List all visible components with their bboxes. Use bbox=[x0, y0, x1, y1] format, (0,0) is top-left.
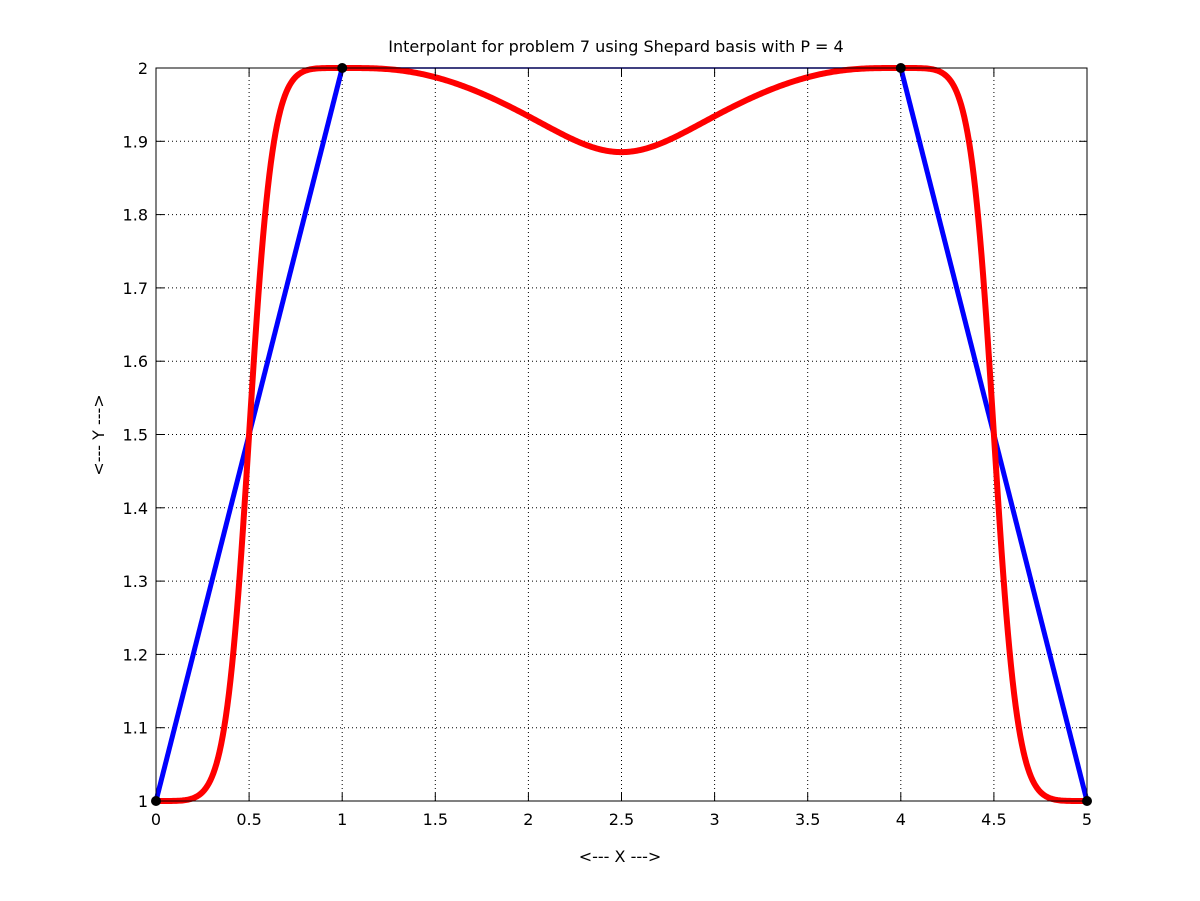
y-tick-label: 1.3 bbox=[123, 572, 148, 591]
y-tick-label: 1.7 bbox=[123, 279, 148, 298]
x-tick-label: 0 bbox=[151, 810, 161, 829]
x-tick-label: 5 bbox=[1082, 810, 1092, 829]
x-tick-label: 0.5 bbox=[236, 810, 261, 829]
y-tick-label: 1.6 bbox=[123, 352, 148, 371]
x-tick-label: 2.5 bbox=[609, 810, 634, 829]
x-tick-label: 2 bbox=[523, 810, 533, 829]
y-axis-label: <--- Y ---> bbox=[89, 394, 108, 475]
x-tick-label: 3.5 bbox=[795, 810, 820, 829]
shepard-interpolant-curve bbox=[153, 65, 1090, 804]
x-tick-label: 1 bbox=[337, 810, 347, 829]
y-tick-label: 1.2 bbox=[123, 645, 148, 664]
y-tick-label: 1.9 bbox=[123, 132, 148, 151]
y-tick-label: 1 bbox=[138, 792, 148, 811]
tick-labels: 0 0.5 1 1.5 2 2.5 3 3.5 4 4.5 5 1 1.1 1.2 1.3 1.4 1.5 1.6… bbox=[123, 59, 1093, 829]
x-tick-label: 3 bbox=[710, 810, 720, 829]
x-tick-label: 1.5 bbox=[423, 810, 448, 829]
y-tick-label: 1.5 bbox=[123, 426, 148, 445]
y-tick-label: 1.4 bbox=[123, 499, 148, 518]
axes-box bbox=[155, 67, 1088, 802]
axes bbox=[155, 67, 1088, 802]
y-tick-label: 1.1 bbox=[123, 719, 148, 738]
plot-area bbox=[156, 68, 1087, 801]
plot-background bbox=[156, 68, 1087, 801]
x-tick-label: 4 bbox=[896, 810, 906, 829]
data-series bbox=[151, 63, 1092, 806]
y-tick-label: 2 bbox=[138, 59, 148, 78]
x-tick-label: 4.5 bbox=[981, 810, 1006, 829]
chart-title: Interpolant for problem 7 using Shepard … bbox=[388, 37, 843, 56]
y-tick-label: 1.8 bbox=[123, 206, 148, 225]
x-axis-label: <--- X ---> bbox=[579, 847, 662, 866]
